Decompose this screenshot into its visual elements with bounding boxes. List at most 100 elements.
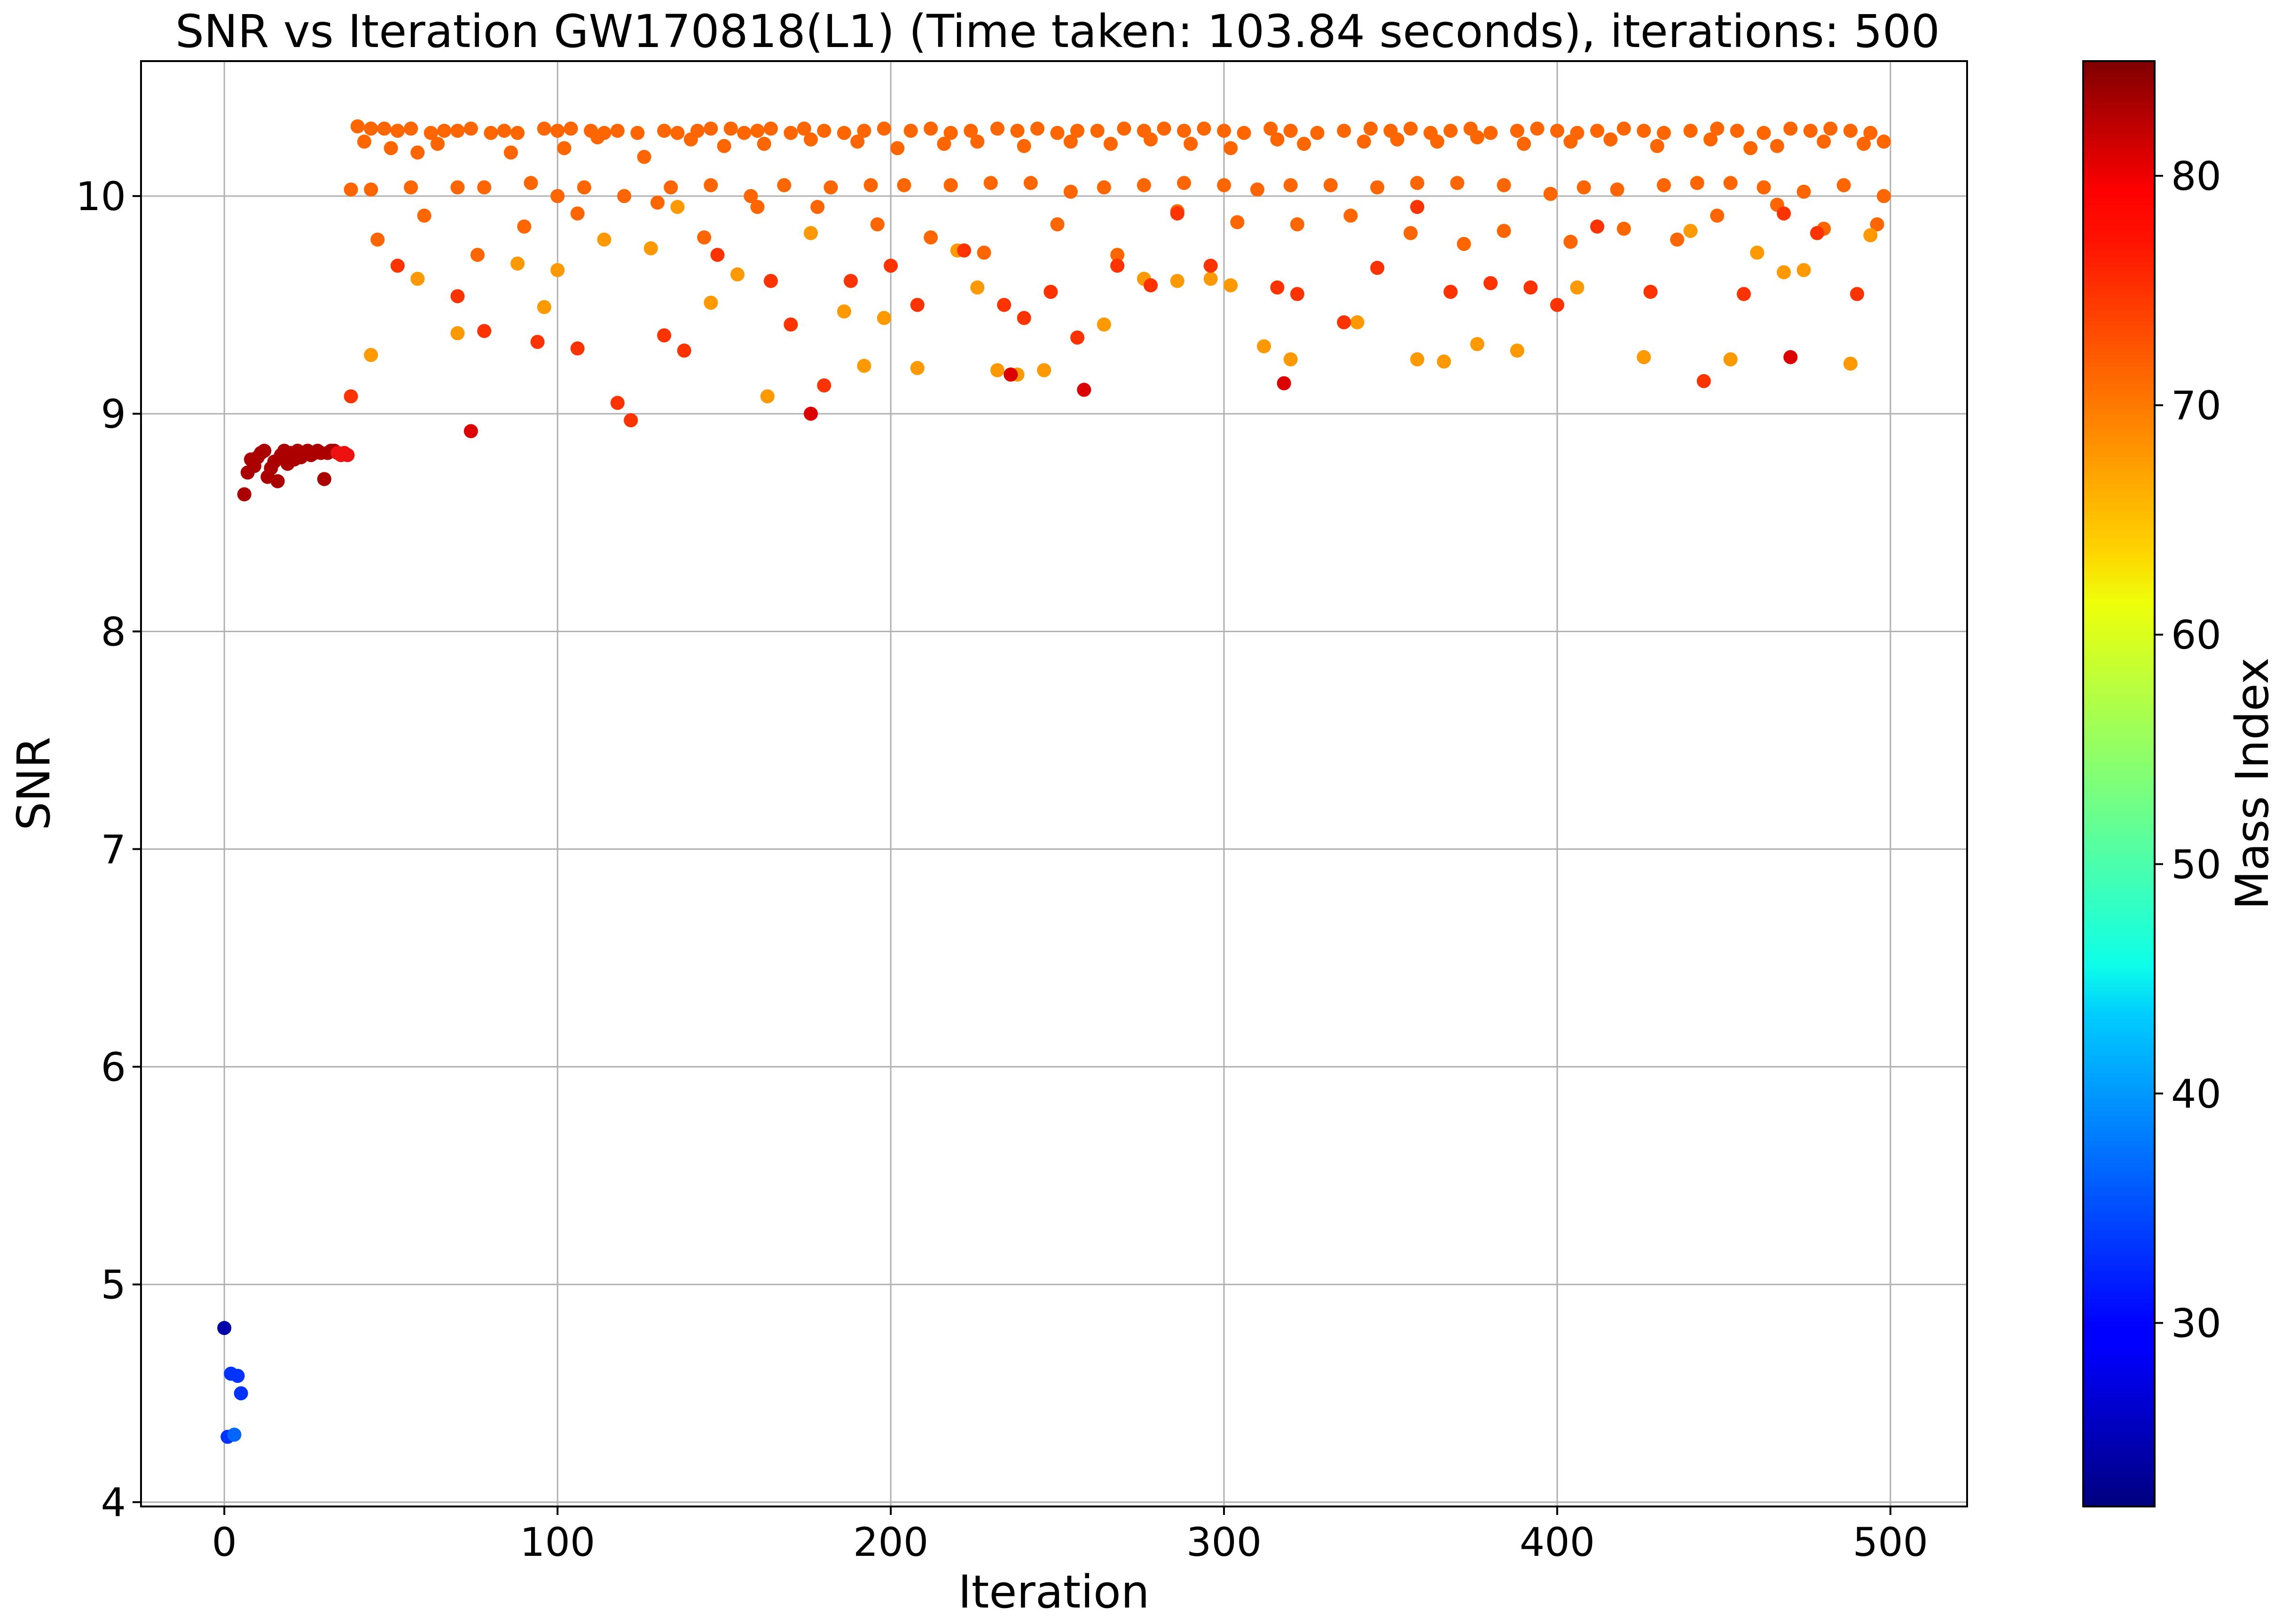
data-point [557,141,572,156]
data-point [943,126,958,140]
colorbar-tick-label: 50 [2171,841,2221,887]
data-point [1483,276,1498,290]
data-point [537,121,551,136]
data-point [364,182,378,197]
data-point [1616,121,1631,136]
data-point [650,196,665,210]
data-point [1690,176,1704,190]
data-point [1683,224,1698,238]
data-point [1443,284,1458,299]
data-point [344,182,358,197]
data-point [704,178,718,192]
data-point [1343,208,1358,223]
data-point [350,119,365,133]
y-tick-label: 7 [101,826,126,872]
data-point [797,121,811,136]
data-point [450,326,465,340]
data-point [804,407,818,421]
data-point [550,189,565,204]
data-point [417,208,431,223]
data-point [1144,132,1158,147]
data-point [657,124,671,138]
data-point [1670,232,1685,247]
data-point [550,124,565,138]
data-point [1770,139,1784,153]
data-point [270,474,285,488]
data-point [1743,141,1758,156]
data-point [1110,248,1125,262]
data-point [1004,367,1018,382]
x-tick-label: 0 [212,1519,237,1565]
x-tick-label: 100 [520,1519,595,1565]
data-point [1337,124,1351,138]
data-point [1237,126,1251,140]
data-point [1223,141,1238,156]
data-point [1757,180,1771,195]
data-point [450,124,465,138]
data-point [1730,124,1744,138]
data-point [1810,226,1824,240]
data-point [1197,121,1211,136]
grid-lines [141,61,1967,1506]
data-point [857,124,871,138]
data-point [1090,124,1105,138]
data-point [1777,265,1791,280]
data-point [1063,134,1078,149]
y-tick-label: 4 [101,1480,126,1526]
data-point [1850,287,1864,301]
data-point [1110,259,1125,273]
data-point [1430,134,1444,149]
data-point [1177,124,1191,138]
colorbar [2082,60,2156,1507]
data-point [530,335,545,349]
data-point [1310,126,1325,140]
data-point [1703,132,1718,147]
data-point [1570,280,1584,295]
data-point [1517,137,1531,151]
data-point [804,132,818,147]
data-point [437,124,452,138]
data-point [1323,178,1338,192]
data-point [1050,217,1065,232]
data-point [710,248,725,262]
data-point [1817,134,1831,149]
data-point [624,413,638,428]
data-point [937,137,951,151]
data-point [1650,139,1664,153]
data-point [1563,235,1578,249]
data-point [1357,134,1371,149]
data-point [1876,134,1891,149]
data-point [704,296,718,310]
colorbar-tick-label: 80 [2171,153,2221,199]
y-tick-label: 6 [101,1044,126,1091]
data-point [404,180,418,195]
data-point [884,259,898,273]
data-point [1450,176,1465,190]
data-point [1610,182,1624,197]
data-point [1137,178,1151,192]
data-point [1010,124,1025,138]
data-point [390,124,405,138]
data-point [1497,178,1511,192]
data-point [983,176,998,190]
colorbar-tick-label: 60 [2171,612,2221,658]
data-point [1603,132,1618,147]
data-point [1270,280,1285,295]
data-point [1836,178,1851,192]
data-point [590,130,605,145]
data-point [1077,383,1091,397]
data-point [1230,215,1245,229]
data-point [1796,263,1811,277]
data-point [1470,337,1484,351]
data-point [637,149,651,164]
data-point [1723,352,1738,367]
data-point [1283,352,1298,367]
data-point [1857,137,1871,151]
data-point [1250,182,1264,197]
data-point [817,378,831,392]
data-point [227,1428,242,1442]
data-point [1737,287,1751,301]
data-point [390,259,405,273]
data-point [1117,121,1131,136]
data-point [870,217,885,232]
